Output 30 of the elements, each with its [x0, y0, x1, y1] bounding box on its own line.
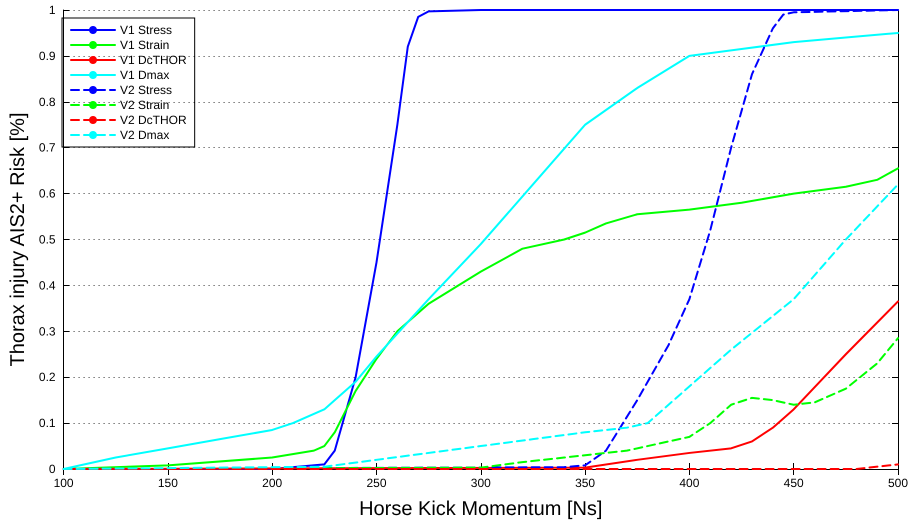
x-tick-label: 100: [54, 476, 74, 490]
legend-label: V2 Strain: [120, 98, 170, 112]
y-tick-label: 0.1: [38, 416, 56, 430]
y-tick-label: 0.3: [38, 324, 56, 338]
y-tick-label: 0.7: [38, 140, 56, 155]
y-tick-label: 0.6: [38, 186, 56, 201]
x-tick-label: 350: [575, 476, 596, 490]
x-axis-title: Horse Kick Momentum [Ns]: [359, 498, 602, 520]
y-tick-label: 0: [48, 462, 56, 476]
y-tick-label: 0.9: [38, 48, 56, 63]
x-tick-label: 150: [158, 476, 178, 490]
y-tick-label: 1: [48, 3, 56, 17]
legend-label: V2 Dmax: [120, 128, 170, 142]
x-tick-label: 200: [262, 476, 283, 490]
legend-label: V1 DcTHOR: [120, 53, 188, 67]
legend-label: V2 Stress: [120, 83, 172, 97]
legend-label: V1 Strain: [120, 38, 170, 52]
legend-label: V1 Stress: [120, 23, 172, 37]
x-tick-label: 300: [470, 476, 492, 490]
y-tick-label: 0.4: [38, 278, 56, 292]
y-tick-label: 0.5: [38, 232, 56, 246]
legend-label: V2 DcTHOR: [120, 113, 188, 127]
y-axis-title: Thorax injury AIS2+ Risk [%]: [7, 112, 29, 366]
x-tick-label: 250: [366, 476, 387, 490]
legend-label: V1 Dmax: [120, 68, 170, 82]
y-tick-label: 0.2: [38, 370, 56, 384]
x-tick-label: 400: [679, 476, 700, 490]
x-tick-label: 450: [784, 476, 804, 490]
y-tick-label: 0.8: [38, 94, 56, 109]
x-tick-label: 500: [888, 476, 908, 490]
